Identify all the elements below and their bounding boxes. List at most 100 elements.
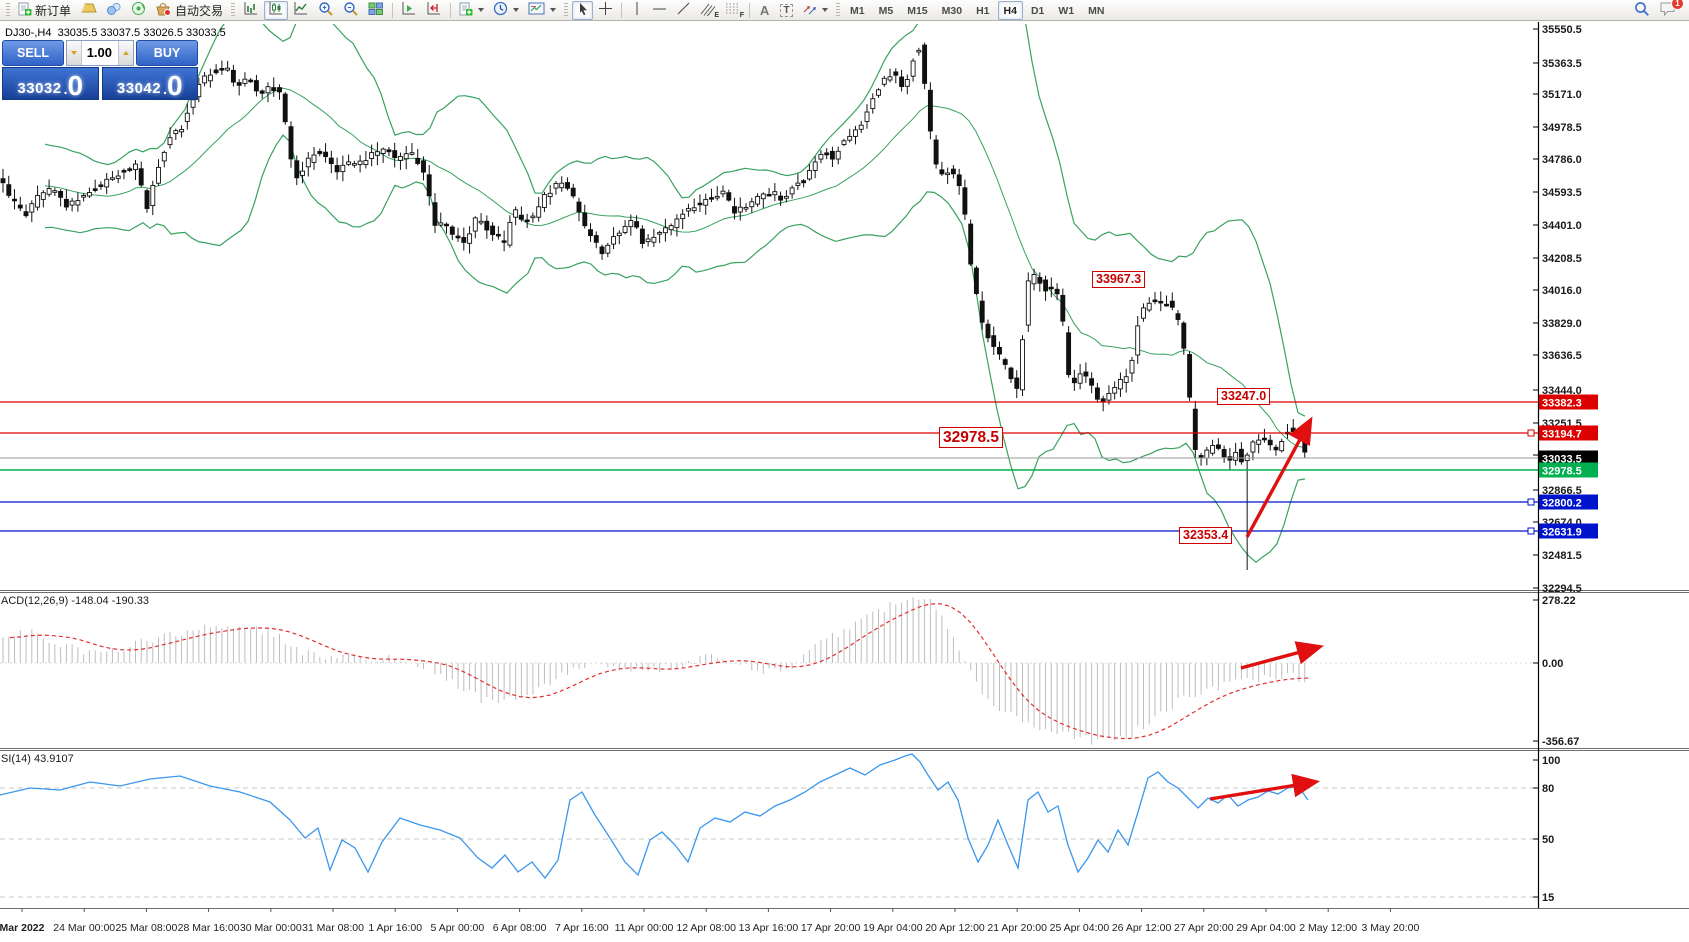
indicators-button[interactable] bbox=[455, 1, 488, 20]
periods-button[interactable] bbox=[489, 1, 523, 20]
buy-button[interactable]: BUY bbox=[136, 40, 198, 66]
macd-indicator-label: ACD(12,26,9) -148.04 -190.33 bbox=[1, 595, 149, 607]
toolbar-grip[interactable] bbox=[836, 2, 841, 18]
buy-price-last-digit: 0 bbox=[167, 70, 183, 101]
price-callout-33247[interactable]: 33247.0 bbox=[1217, 388, 1271, 405]
autotrading-button[interactable]: 自动交易 bbox=[151, 1, 227, 20]
toolbar-grip[interactable] bbox=[564, 2, 569, 18]
fibonacci-icon bbox=[725, 2, 741, 18]
rsi-indicator-label: SI(14) 43.9107 bbox=[1, 753, 74, 765]
horizontal-line-icon bbox=[652, 3, 667, 17]
templates-button[interactable] bbox=[524, 1, 560, 20]
volume-decrease-button[interactable] bbox=[67, 41, 82, 65]
axis-price-label-32978.5: 32978.5 bbox=[1542, 466, 1582, 478]
new-order-icon bbox=[18, 2, 32, 19]
arrow-tools-button[interactable] bbox=[798, 1, 832, 20]
text-tool-icon: A bbox=[759, 2, 770, 18]
chart-canvas[interactable]: 35550.5 35363.5 35171.0 34978.5 34786.0 34593… bbox=[0, 21, 1689, 942]
buy-price-button[interactable]: 33042 . 0 bbox=[101, 67, 198, 101]
toolbar: 新订单 自动交易 bbox=[0, 0, 1689, 21]
signals-button[interactable] bbox=[127, 1, 150, 20]
volume-box: 1.00 bbox=[66, 40, 134, 66]
community-button[interactable] bbox=[102, 1, 126, 20]
channel-letter: E bbox=[714, 11, 720, 19]
sell-price-dot: . bbox=[63, 81, 68, 97]
svg-text:50: 50 bbox=[1542, 834, 1554, 846]
timeframe-button-M1[interactable]: M1 bbox=[844, 1, 871, 20]
new-order-button[interactable]: 新订单 bbox=[14, 1, 75, 20]
text-label-tool-button[interactable]: T bbox=[776, 1, 797, 20]
time-axis-label: 2 May 12:00 bbox=[1299, 922, 1357, 934]
fibonacci-letter: F bbox=[739, 11, 745, 19]
tile-windows-button[interactable] bbox=[364, 1, 388, 20]
signals-icon bbox=[131, 1, 146, 19]
rsi-line bbox=[0, 753, 1309, 880]
zoom-in-button[interactable] bbox=[314, 1, 338, 20]
time-axis-label: 25 Apr 04:00 bbox=[1050, 922, 1110, 934]
crosshair-button[interactable] bbox=[594, 1, 617, 20]
time-axis-label: 25 Mar 08:00 bbox=[115, 922, 177, 934]
horizontal-line-tool-button[interactable] bbox=[648, 1, 671, 20]
fibonacci-tool-button[interactable]: F bbox=[721, 1, 745, 20]
timeframe-button-M15[interactable]: M15 bbox=[901, 1, 933, 20]
timeframe-button-M5[interactable]: M5 bbox=[873, 1, 900, 20]
zoom-out-button[interactable] bbox=[339, 1, 363, 20]
time-axis-label: 13 Apr 16:00 bbox=[739, 922, 799, 934]
volume-increase-icon bbox=[123, 51, 129, 55]
rsi-pane[interactable] bbox=[0, 753, 1538, 898]
price-callout-32353[interactable]: 32353.4 bbox=[1179, 527, 1233, 544]
trend-arrow-1[interactable] bbox=[1240, 641, 1324, 670]
bollinger-band-lo bbox=[44, 134, 1306, 563]
bar-chart-button[interactable] bbox=[239, 1, 263, 20]
sell-price-main: 33032 bbox=[17, 80, 62, 97]
line-handle[interactable] bbox=[1527, 527, 1535, 535]
time-axis-label: 6 Apr 08:00 bbox=[493, 922, 547, 934]
search-button[interactable] bbox=[1630, 1, 1654, 20]
timeframe-button-H1[interactable]: H1 bbox=[970, 1, 995, 20]
timeframe-button-D1[interactable]: D1 bbox=[1025, 1, 1050, 20]
trendline-tool-button[interactable] bbox=[672, 1, 695, 20]
toolbar-grip[interactable] bbox=[231, 2, 236, 18]
main-price-pane[interactable] bbox=[0, 21, 1308, 570]
gold-ingot-button[interactable] bbox=[76, 1, 101, 20]
cursor-button[interactable] bbox=[572, 0, 594, 20]
toolbar-grip[interactable] bbox=[6, 2, 10, 18]
equidistant-channel-tool-button[interactable]: E bbox=[696, 1, 720, 20]
price-callout-33967[interactable]: 33967.3 bbox=[1092, 271, 1146, 288]
vertical-line-tool-button[interactable] bbox=[626, 1, 647, 20]
time-axis-label: 28 Mar 16:00 bbox=[178, 922, 240, 934]
time-axis-label: 7 Apr 16:00 bbox=[555, 922, 609, 934]
macd-pane[interactable] bbox=[0, 597, 1538, 745]
timeframe-button-H4[interactable]: H4 bbox=[997, 0, 1023, 20]
volume-increase-button[interactable] bbox=[118, 41, 133, 65]
candlestick-chart-icon bbox=[268, 1, 284, 19]
sell-price-button[interactable]: 33032 . 0 bbox=[2, 67, 99, 100]
line-chart-button[interactable] bbox=[289, 1, 313, 20]
line-handle[interactable] bbox=[1527, 429, 1535, 437]
candlestick-chart-button[interactable] bbox=[264, 0, 289, 20]
timeframe-button-MN[interactable]: MN bbox=[1082, 1, 1110, 20]
svg-text:35171.0: 35171.0 bbox=[1542, 89, 1582, 101]
notification-badge: 1 bbox=[1671, 0, 1684, 10]
timeframe-button-W1[interactable]: W1 bbox=[1052, 1, 1080, 20]
time-axis-label: 19 Apr 04:00 bbox=[863, 922, 923, 934]
new-order-label: 新订单 bbox=[35, 3, 72, 18]
periods-clock-icon bbox=[493, 1, 508, 19]
trend-arrow-2[interactable] bbox=[1209, 773, 1321, 801]
bollinger-band-up bbox=[44, 24, 1306, 417]
chart-shift-button[interactable] bbox=[422, 1, 446, 20]
auto-scroll-button[interactable] bbox=[397, 1, 421, 20]
timeframe-button-M30[interactable]: M30 bbox=[936, 1, 968, 20]
volume-input[interactable]: 1.00 bbox=[86, 45, 112, 60]
axis-price-label-32631.9: 32631.9 bbox=[1542, 527, 1582, 539]
time-axis-label: 27 Apr 20:00 bbox=[1174, 922, 1234, 934]
community-icon bbox=[106, 2, 122, 19]
text-tool-button[interactable]: A bbox=[754, 1, 775, 20]
notifications-button[interactable]: 1 bbox=[1655, 0, 1684, 20]
price-callout-32978[interactable]: 32978.5 bbox=[939, 427, 1004, 448]
templates-icon bbox=[528, 2, 545, 18]
sell-button[interactable]: SELL bbox=[2, 40, 64, 66]
macd-signal-line bbox=[9, 603, 1311, 740]
line-handle[interactable] bbox=[1527, 498, 1535, 506]
trend-arrow-0[interactable] bbox=[1245, 416, 1313, 538]
